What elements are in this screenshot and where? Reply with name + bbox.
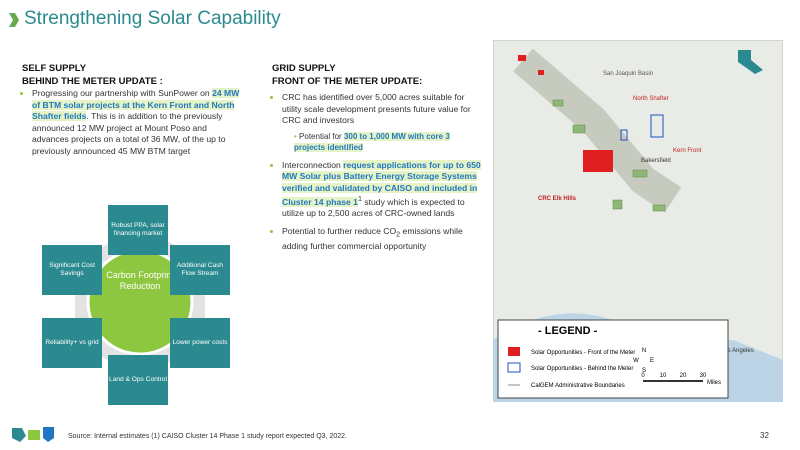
- map-label: Kern Front: [673, 148, 702, 154]
- legend-item: Solar Opportunities - Front of the Meter: [531, 350, 635, 356]
- compass: S: [642, 368, 646, 374]
- text: emissions while adding further commercia…: [282, 225, 463, 252]
- map-label: San Joaquin Basin: [603, 71, 653, 77]
- bullets: Progressing our partnership with SunPowe…: [22, 88, 242, 157]
- grid-supply: GRID SUPPLY FRONT OF THE METER UPDATE: C…: [272, 62, 482, 259]
- footnote: 1: [357, 195, 362, 203]
- map-label: Los Angeles: [721, 348, 754, 354]
- bullets: CRC has identified over 5,000 acres suit…: [272, 92, 482, 253]
- text: Progressing our partnership with SunPowe…: [32, 88, 213, 98]
- source: Source: Internal estimates (1) CAISO Clu…: [68, 433, 347, 440]
- text: CRC has identified over 5,000 acres suit…: [282, 92, 471, 125]
- compass: N: [642, 348, 646, 354]
- text: Potential for: [299, 131, 344, 141]
- map: San Joaquin Basin North Shafter Kern Fro…: [493, 40, 783, 402]
- map-label: CRC Elk Hills: [538, 196, 577, 202]
- heading: SELF SUPPLY: [22, 63, 87, 74]
- legend-title: - LEGEND -: [538, 325, 598, 337]
- legend-item: CalGEM Administrative Boundaries: [531, 383, 625, 389]
- text: . This is in addition to the previously …: [32, 111, 226, 156]
- bullet: CRC has identified over 5,000 acres suit…: [282, 92, 482, 154]
- logo: [12, 427, 54, 442]
- scale-label: 10: [660, 373, 667, 379]
- text: Interconnection: [282, 159, 344, 170]
- bullet: Potential to further reduce CO2 emission…: [282, 226, 482, 253]
- map-label: Bakersfield: [641, 158, 671, 164]
- title: Strengthening Solar Capability: [24, 8, 281, 29]
- diagram-node: Lower power costs: [170, 318, 230, 368]
- title-chevron: [9, 13, 19, 27]
- subheading: BEHIND THE METER UPDATE :: [22, 76, 163, 87]
- heading: GRID SUPPLY: [272, 63, 336, 74]
- diagram-node: Significant Cost Savings: [42, 245, 102, 295]
- subheading: FRONT OF THE METER UPDATE:: [272, 76, 423, 87]
- subscript: 2: [396, 230, 401, 239]
- page-number: 32: [760, 431, 769, 440]
- diagram-node: Land & Ops Control: [108, 355, 168, 405]
- diagram-node: Reliability+ vs grid: [42, 318, 102, 368]
- compass: E: [650, 358, 654, 364]
- sub-bullet: • Potential for 300 to 1,000 MW with cor…: [294, 131, 450, 152]
- diagram-center: Carbon Footprint Reduction: [106, 270, 174, 291]
- diagram-node: Additional Cash Flow Stream: [170, 245, 230, 295]
- diagram-node: Robust PPA, solar financing market: [108, 205, 168, 255]
- scale-label: 30: [700, 373, 707, 379]
- scale-label: 0: [641, 373, 645, 379]
- scale-label: Miles: [707, 380, 721, 386]
- text: Potential to further reduce CO: [282, 225, 397, 236]
- map-label: North Shafter: [633, 96, 669, 102]
- text: study which is expected to utilize up to…: [282, 196, 465, 219]
- bullet: Progressing our partnership with SunPowe…: [32, 88, 242, 157]
- self-supply: SELF SUPPLY BEHIND THE METER UPDATE : Pr…: [22, 62, 242, 163]
- bullet: Interconnection request applications for…: [282, 159, 482, 220]
- compass: W: [633, 358, 639, 364]
- legend-item: Solar Opportunities - Behind the Meter: [531, 366, 633, 372]
- scale-label: 20: [680, 373, 687, 379]
